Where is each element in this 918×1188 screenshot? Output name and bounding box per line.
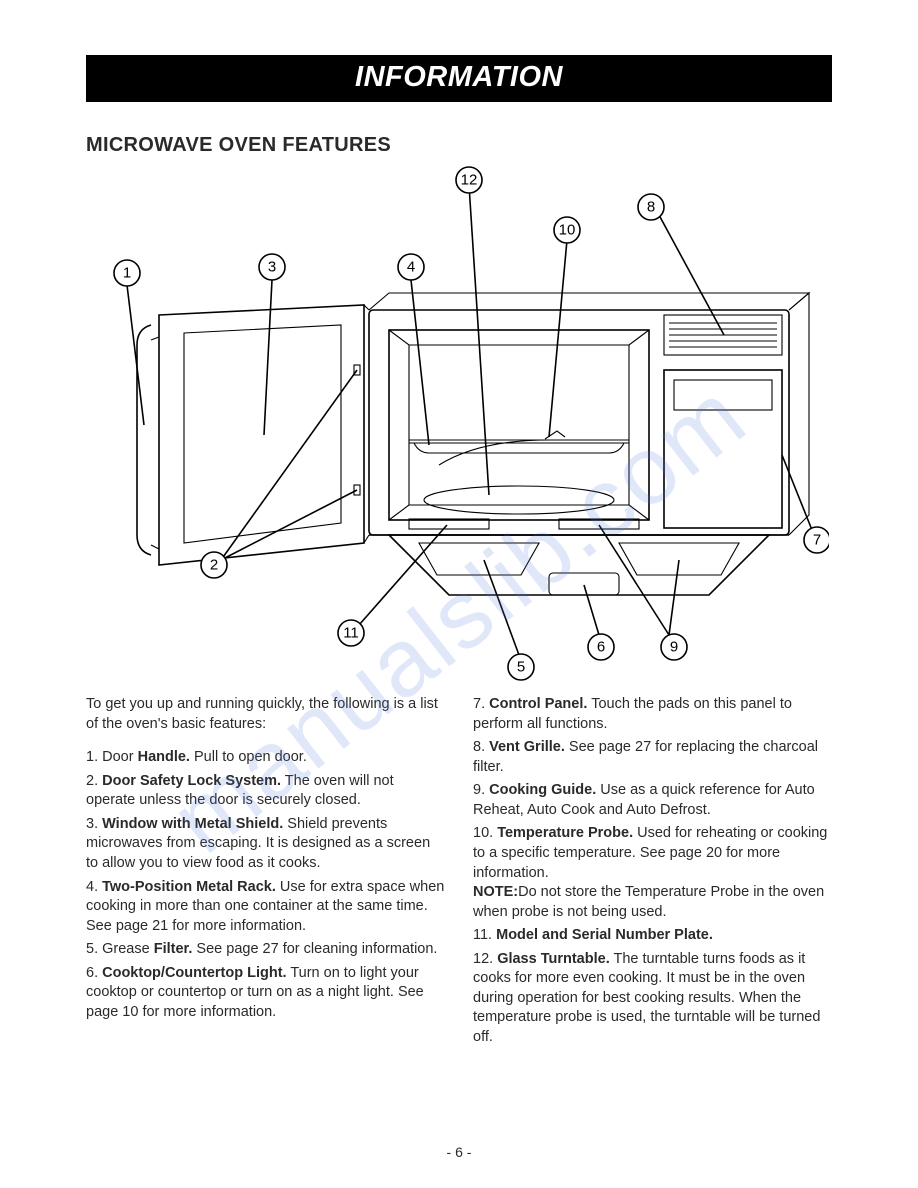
feature-item: 2. Door Safety Lock System. The oven wil… [86,772,445,811]
page-number: - 6 - [0,1144,918,1160]
callout-3: 3 [259,254,285,280]
callout-10: 10 [554,217,580,243]
callout-4: 4 [398,254,424,280]
feature-item: 11. Model and Serial Number Plate. [473,926,832,946]
svg-text:11: 11 [343,625,359,642]
callout-9: 9 [661,634,687,660]
features-columns: To get you up and running quickly, the f… [86,695,832,1052]
svg-text:6: 6 [597,639,605,656]
callout-5: 5 [508,654,534,680]
svg-text:12: 12 [461,172,478,189]
section-banner: INFORMATION [86,55,832,102]
feature-item: 7. Control Panel. Touch the pads on this… [473,695,832,734]
feature-item: 10. Temperature Probe. Used for reheatin… [473,824,832,922]
svg-text:4: 4 [407,259,415,276]
feature-item: 5. Grease Filter. See page 27 for cleani… [86,940,445,960]
callout-8: 8 [638,194,664,220]
svg-text:7: 7 [813,532,821,549]
callout-7: 7 [804,527,829,553]
feature-item: 12. Glass Turntable. The turntable turns… [473,950,832,1048]
feature-item: 6. Cooktop/Countertop Light. Turn on to … [86,964,445,1023]
microwave-diagram: 1 3 4 12 10 8 [89,165,829,695]
svg-text:2: 2 [210,557,218,574]
callout-2: 2 [201,552,227,578]
feature-item: 4. Two-Position Metal Rack. Use for extr… [86,878,445,937]
section-title: MICROWAVE OVEN FEATURES [86,134,832,157]
features-right-col: 7. Control Panel. Touch the pads on this… [473,695,832,1052]
callout-11: 11 [338,620,364,646]
callout-6: 6 [588,634,614,660]
svg-text:5: 5 [517,659,525,676]
callout-1: 1 [114,260,140,286]
callout-12: 12 [456,167,482,193]
feature-item: 1. Door Handle. Pull to open door. [86,748,445,768]
feature-item: 8. Vent Grille. See page 27 for replacin… [473,738,832,777]
svg-text:9: 9 [670,639,678,656]
svg-text:10: 10 [559,222,576,239]
features-left-col: To get you up and running quickly, the f… [86,695,445,1052]
feature-item: 3. Window with Metal Shield. Shield prev… [86,815,445,874]
svg-text:8: 8 [647,199,655,216]
svg-text:1: 1 [123,265,131,282]
svg-text:3: 3 [268,259,276,276]
intro-text: To get you up and running quickly, the f… [86,695,445,734]
feature-item: 9. Cooking Guide. Use as a quick referen… [473,781,832,820]
